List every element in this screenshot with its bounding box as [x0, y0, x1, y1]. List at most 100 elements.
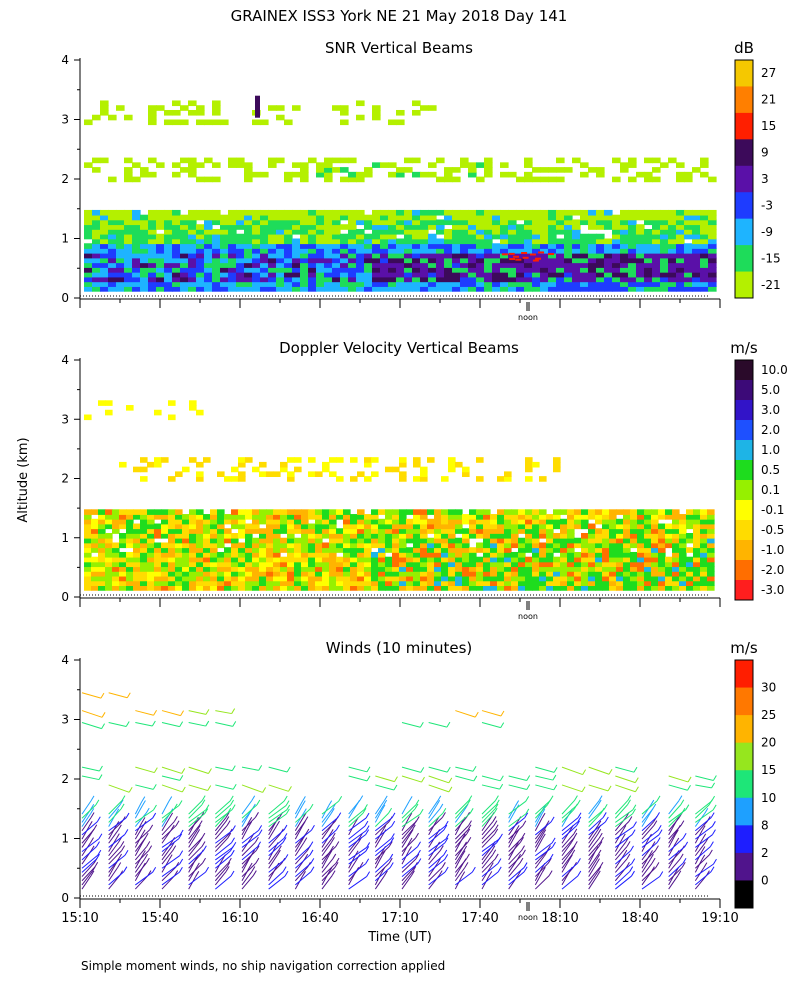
snr-cell: [404, 276, 413, 283]
snr-cell: [116, 214, 125, 221]
wind-barb: [214, 825, 228, 840]
doppler-cell: [203, 542, 211, 549]
wind-barb: [615, 826, 634, 840]
snr-cell: [508, 219, 517, 226]
snr-cell: [484, 157, 493, 164]
doppler-cell: [189, 457, 197, 463]
doppler-cell: [210, 514, 218, 520]
doppler-cell: [483, 551, 491, 558]
wind-barb: [695, 825, 713, 840]
doppler-cell: [385, 528, 393, 534]
snr-cell: [252, 281, 261, 287]
snr-cell: [236, 248, 245, 254]
doppler-cell: [182, 547, 190, 553]
snr-cell: [276, 252, 285, 259]
snr-cell: [460, 157, 469, 164]
snr-cell: [196, 286, 205, 292]
snr-cell: [284, 176, 293, 183]
doppler-cell: [630, 561, 638, 568]
noon-label: noon: [518, 313, 538, 322]
doppler-cell: [546, 585, 554, 591]
snr-cell: [452, 209, 461, 216]
wind-barb-flag: [573, 841, 578, 847]
doppler-cell: [602, 580, 610, 587]
doppler-cell: [91, 528, 99, 534]
snr-cell: [324, 267, 333, 273]
doppler-cell: [616, 556, 624, 563]
snr-cell: [380, 228, 389, 235]
wind-barb-flag: [302, 871, 306, 877]
snr-cell: [156, 257, 165, 264]
doppler-cell: [532, 461, 540, 468]
doppler-cell: [392, 528, 400, 534]
snr-cell: [332, 281, 341, 287]
snr-cell: [132, 271, 141, 278]
doppler-cell: [497, 547, 505, 553]
snr-cell: [444, 233, 453, 240]
snr-cell: [164, 214, 173, 221]
wind-barb-flag: [581, 786, 586, 792]
doppler-cell: [399, 537, 407, 544]
wind-barb: [215, 809, 233, 823]
snr-cell: [644, 257, 653, 264]
snr-cell: [588, 167, 597, 173]
doppler-cell: [357, 585, 365, 591]
wind-barb: [428, 784, 450, 793]
snr-cell: [644, 238, 653, 245]
doppler-cell: [707, 561, 715, 568]
wind-barb: [641, 808, 654, 823]
doppler-cell: [420, 561, 428, 568]
doppler-cell: [637, 542, 645, 549]
wind-barb: [695, 834, 713, 848]
doppler-cell: [637, 566, 645, 572]
doppler-cell: [273, 551, 281, 558]
snr-cell: [140, 257, 149, 264]
wind-barb-flag: [304, 853, 309, 860]
doppler-cell: [168, 580, 176, 587]
doppler-cell: [203, 566, 211, 572]
snr-cell: [212, 238, 221, 245]
snr-cell: [436, 286, 445, 292]
doppler-cell: [280, 570, 288, 577]
snr-cell: [588, 267, 597, 273]
snr-cell: [132, 243, 141, 249]
doppler-cell: [329, 556, 337, 563]
doppler-cell: [399, 457, 407, 463]
snr-cell: [532, 267, 541, 273]
snr-cell: [652, 286, 661, 292]
wind-barb: [481, 804, 497, 819]
doppler-cell: [385, 509, 393, 515]
snr-cell: [140, 281, 149, 287]
snr-cell: [284, 119, 293, 126]
snr-cell: [252, 119, 261, 126]
snr-cell: [188, 214, 197, 221]
doppler-cell: [476, 523, 484, 530]
colorbar-label: 0.1: [761, 483, 780, 497]
snr-cell: [580, 286, 589, 292]
snr-cell: [420, 233, 429, 240]
snr-cell: [516, 262, 525, 268]
doppler-cell: [98, 575, 106, 582]
wind-barb: [348, 859, 358, 873]
wind-barb: [668, 834, 676, 848]
wind-barb-flag: [417, 858, 422, 864]
doppler-cell: [630, 528, 638, 534]
doppler-cell: [126, 514, 134, 520]
wind-barb: [214, 833, 230, 848]
snr-cell: [268, 252, 277, 259]
snr-cell: [660, 276, 669, 283]
doppler-cell: [623, 537, 631, 544]
doppler-cell: [140, 476, 148, 482]
snr-cell: [372, 233, 381, 240]
wind-barb-flag: [383, 795, 388, 802]
doppler-cell: [420, 570, 428, 577]
doppler-cell: [196, 556, 204, 563]
snr-cell: [676, 271, 685, 278]
wind-barb: [374, 834, 384, 848]
wind-barb: [81, 692, 102, 699]
wind-barb-flag: [231, 708, 236, 714]
wind-barb-flag: [467, 824, 472, 831]
doppler-cell: [161, 570, 169, 577]
snr-cell: [356, 267, 365, 273]
